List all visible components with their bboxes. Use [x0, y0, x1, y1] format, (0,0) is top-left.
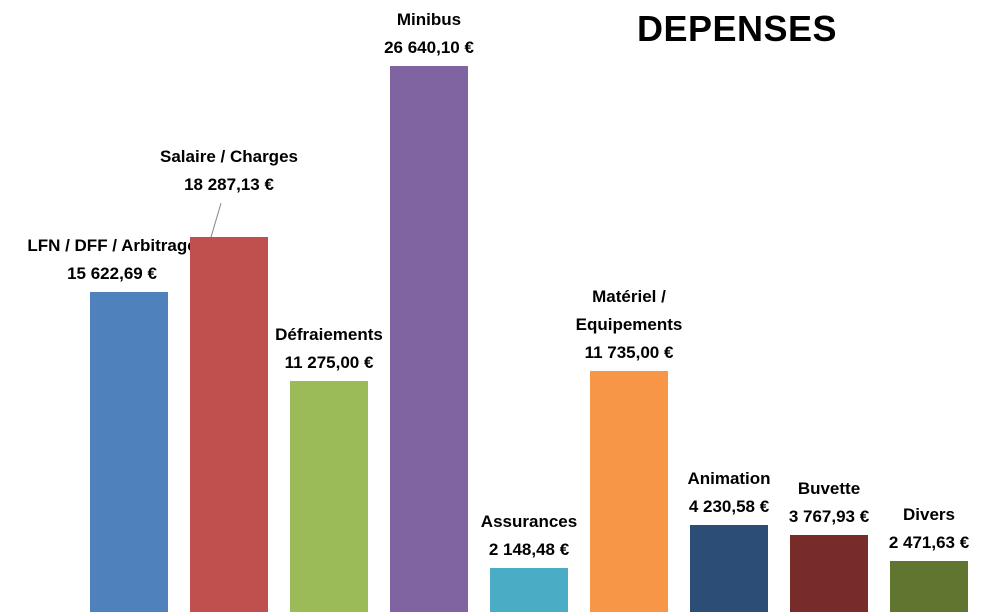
category-label: Défraiements	[275, 324, 383, 344]
category-label: LFN / DFF / Arbitrage	[27, 235, 197, 255]
value-label: 4 230,58 €	[688, 497, 770, 517]
data-label: Minibus 26 640,10 €	[384, 6, 474, 62]
value-label: 3 767,93 €	[788, 506, 870, 526]
category-label: Divers	[903, 505, 955, 525]
data-label: Matériel / Equipements 11 735,00 €	[554, 283, 704, 367]
value-label: 15 622,69 €	[67, 263, 157, 283]
category-label: Animation	[687, 469, 771, 489]
value-label: 18 287,13 €	[184, 175, 274, 195]
data-label: LFN / DFF / Arbitrage 15 622,69 €	[27, 232, 196, 288]
value-label: 26 640,10 €	[384, 38, 474, 57]
value-label: 11 735,00 €	[584, 343, 674, 363]
bar	[690, 525, 768, 612]
data-label: Assurances 2 148,48 €	[481, 508, 577, 564]
bar	[390, 66, 468, 612]
value-label: 2 471,63 €	[888, 533, 970, 553]
data-label: Salaire / Charges 18 287,13 €	[160, 143, 298, 199]
data-label: Animation 4 230,58 €	[687, 465, 770, 521]
category-label: Minibus	[396, 10, 462, 29]
bar	[290, 380, 368, 612]
bar	[590, 371, 668, 612]
chart-title: DEPENSES	[636, 8, 838, 49]
value-label: 2 148,48 €	[488, 539, 570, 559]
data-label: Défraiements 11 275,00 €	[275, 321, 383, 377]
bar	[90, 291, 168, 612]
bar	[790, 534, 868, 612]
bar	[890, 561, 968, 612]
bar	[490, 567, 568, 612]
category-label: Matériel / Equipements	[575, 287, 683, 335]
data-label: Divers 2 471,63 €	[889, 501, 969, 557]
category-label: Salaire / Charges	[160, 147, 298, 167]
leader-line	[210, 203, 222, 238]
category-label: Buvette	[797, 478, 861, 498]
data-label: Buvette 3 767,93 €	[789, 475, 869, 531]
category-label: Assurances	[480, 511, 578, 531]
bar	[190, 237, 268, 612]
value-label: 11 275,00 €	[284, 352, 374, 372]
